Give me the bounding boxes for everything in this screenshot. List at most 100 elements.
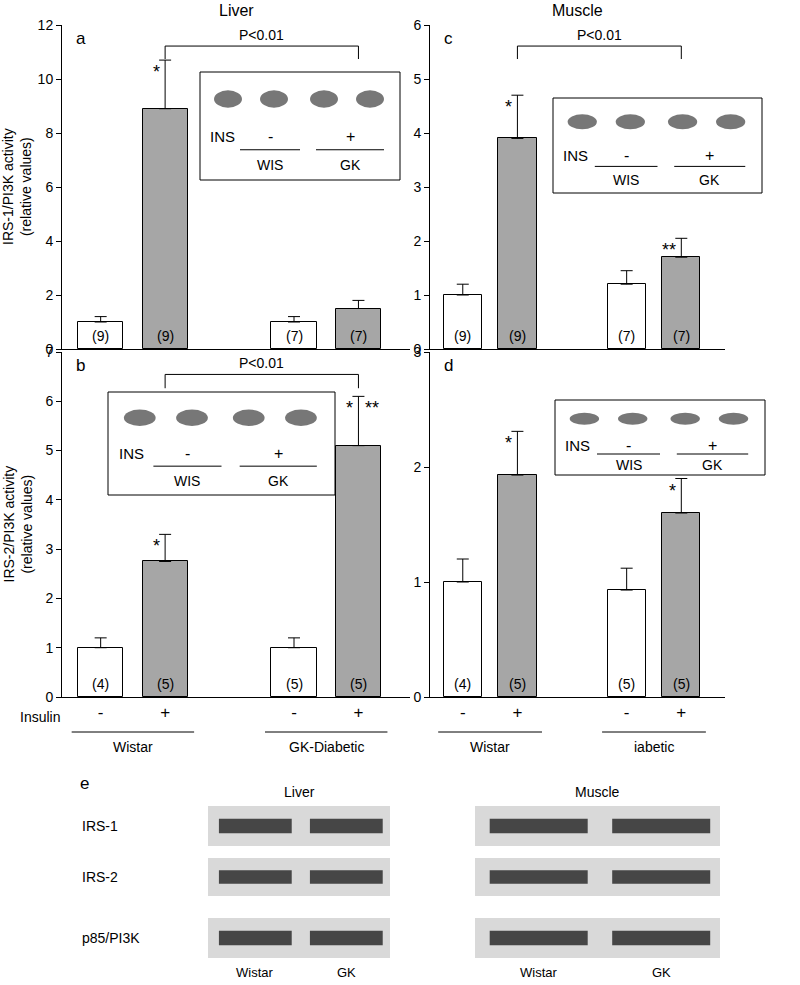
svg-text:5: 5 <box>45 442 53 458</box>
svg-text:+: + <box>353 703 363 722</box>
svg-text:2: 2 <box>45 590 53 606</box>
svg-text:0: 0 <box>413 341 421 357</box>
svg-text:INS: INS <box>563 147 588 164</box>
svg-text:GK: GK <box>340 157 361 173</box>
svg-text:INS: INS <box>210 128 235 145</box>
svg-text:c: c <box>444 29 453 48</box>
svg-text:Liver: Liver <box>219 2 254 19</box>
svg-text:10: 10 <box>38 71 54 87</box>
svg-text:GK: GK <box>699 172 720 188</box>
svg-text:IRS-1: IRS-1 <box>82 818 118 834</box>
svg-text:-: - <box>626 437 631 454</box>
svg-text:6: 6 <box>413 17 421 33</box>
svg-text:4: 4 <box>413 125 421 141</box>
svg-text:IRS-2/PI3K activity(relative v: IRS-2/PI3K activity(relative values) <box>1 466 35 583</box>
svg-text:(5): (5) <box>286 676 303 692</box>
svg-text:d: d <box>444 356 453 375</box>
svg-text:**: ** <box>365 398 379 418</box>
svg-text:2: 2 <box>45 287 53 303</box>
svg-text:INS: INS <box>119 445 144 462</box>
svg-text:*: * <box>346 398 353 418</box>
svg-text:Wistar: Wistar <box>236 965 274 980</box>
svg-text:-: - <box>624 703 630 722</box>
svg-text:-: - <box>98 703 104 722</box>
svg-text:(4): (4) <box>454 676 471 692</box>
svg-text:p85/PI3K: p85/PI3K <box>82 930 140 946</box>
svg-text:-: - <box>268 128 273 145</box>
svg-text:4: 4 <box>45 492 53 508</box>
svg-text:-: - <box>291 703 297 722</box>
svg-text:3: 3 <box>45 541 53 557</box>
svg-text:Wistar: Wistar <box>520 965 558 980</box>
svg-text:WIS: WIS <box>257 157 283 173</box>
svg-text:(5): (5) <box>509 676 526 692</box>
svg-text:6: 6 <box>45 179 53 195</box>
svg-text:-: - <box>185 445 190 462</box>
svg-text:WIS: WIS <box>613 172 639 188</box>
svg-text:1: 1 <box>413 287 421 303</box>
svg-text:(5): (5) <box>350 676 367 692</box>
svg-text:+: + <box>705 147 714 164</box>
svg-text:2: 2 <box>413 233 421 249</box>
svg-text:1: 1 <box>413 574 421 590</box>
svg-text:3: 3 <box>413 344 421 360</box>
svg-text:(7): (7) <box>618 328 635 344</box>
svg-text:(9): (9) <box>157 328 174 344</box>
svg-text:P<0.01: P<0.01 <box>239 355 284 371</box>
svg-text:1: 1 <box>45 640 53 656</box>
svg-text:*: * <box>669 481 676 501</box>
svg-text:WIS: WIS <box>174 473 200 489</box>
svg-text:0: 0 <box>413 689 421 705</box>
svg-text:e: e <box>80 774 89 793</box>
svg-text:(9): (9) <box>92 328 109 344</box>
svg-text:*: * <box>153 62 160 82</box>
svg-text:GK: GK <box>702 457 723 473</box>
svg-text:INS: INS <box>565 437 590 454</box>
svg-text:7: 7 <box>45 344 53 360</box>
svg-text:IRS-1/PI3K activity(relative v: IRS-1/PI3K activity(relative values) <box>0 128 34 245</box>
svg-text:(7): (7) <box>673 328 690 344</box>
svg-text:*: * <box>505 97 512 117</box>
svg-text:Wistar: Wistar <box>470 739 510 755</box>
svg-text:(5): (5) <box>673 676 690 692</box>
svg-text:P<0.01: P<0.01 <box>239 27 284 43</box>
svg-text:+: + <box>708 437 717 454</box>
svg-text:(5): (5) <box>157 676 174 692</box>
svg-text:4: 4 <box>45 233 53 249</box>
svg-text:0: 0 <box>45 689 53 705</box>
svg-text:Muscle: Muscle <box>575 784 620 800</box>
svg-text:-: - <box>460 703 466 722</box>
svg-text:a: a <box>76 29 86 48</box>
svg-text:+: + <box>274 445 283 462</box>
svg-text:+: + <box>676 703 686 722</box>
svg-text:8: 8 <box>45 125 53 141</box>
svg-text:0: 0 <box>45 341 53 357</box>
svg-text:+: + <box>160 703 170 722</box>
svg-text:12: 12 <box>38 17 54 33</box>
svg-text:(7): (7) <box>286 328 303 344</box>
svg-text:-: - <box>624 147 629 164</box>
svg-text:P<0.01: P<0.01 <box>577 27 622 43</box>
svg-text:(5): (5) <box>618 676 635 692</box>
svg-text:iabetic: iabetic <box>634 739 674 755</box>
svg-text:6: 6 <box>45 393 53 409</box>
svg-text:GK: GK <box>652 965 671 980</box>
svg-text:GK-Diabetic: GK-Diabetic <box>289 739 364 755</box>
svg-text:5: 5 <box>413 71 421 87</box>
svg-text:Insulin: Insulin <box>20 709 60 725</box>
svg-text:(9): (9) <box>454 328 471 344</box>
svg-text:GK: GK <box>337 965 356 980</box>
svg-text:*: * <box>153 536 160 556</box>
svg-text:2: 2 <box>413 459 421 475</box>
svg-text:*: * <box>505 433 512 453</box>
svg-text:Wistar: Wistar <box>113 739 153 755</box>
svg-text:+: + <box>512 703 522 722</box>
svg-text:Muscle: Muscle <box>552 2 603 19</box>
svg-text:(4): (4) <box>92 676 109 692</box>
svg-text:WIS: WIS <box>616 457 642 473</box>
svg-text:(9): (9) <box>509 328 526 344</box>
svg-text:Liver: Liver <box>284 784 315 800</box>
svg-text:IRS-2: IRS-2 <box>82 869 118 885</box>
svg-text:+: + <box>346 128 355 145</box>
svg-text:GK: GK <box>268 473 289 489</box>
